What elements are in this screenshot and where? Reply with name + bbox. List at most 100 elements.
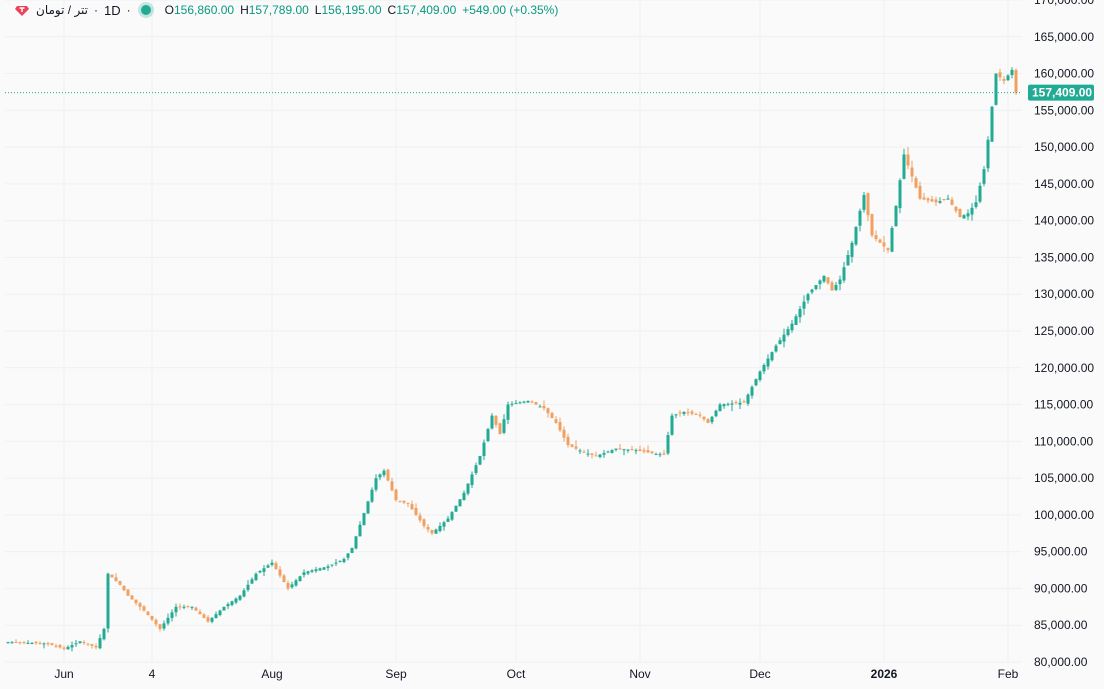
candle-up [258, 570, 262, 573]
candle-up [66, 646, 70, 650]
candle-down [418, 515, 422, 521]
candle-up [162, 623, 166, 629]
candle-up [470, 474, 474, 486]
candle-up [362, 513, 366, 526]
candle-up [514, 403, 518, 405]
candle-down [934, 199, 938, 203]
candle-up [434, 529, 438, 534]
candle-up [478, 456, 482, 465]
candle-up [838, 279, 842, 285]
candle-up [966, 213, 970, 217]
high-value: 157,789.00 [248, 3, 309, 17]
candle-down [430, 530, 434, 534]
candle-up [10, 642, 14, 644]
candle-up [854, 226, 858, 245]
candle-up [74, 643, 78, 645]
candle-down [178, 606, 182, 608]
candle-up [506, 404, 510, 420]
x-tick-label: Aug [261, 667, 282, 681]
candle-down [498, 423, 502, 434]
candle-up [746, 394, 750, 404]
candle-down [570, 444, 574, 447]
candle-up [730, 403, 734, 405]
candle-down [958, 208, 962, 217]
open-label: O [164, 3, 174, 17]
y-axis[interactable]: 80,000.00 85,000.00 90,000.00 95,000.00 100,… [1034, 0, 1094, 669]
x-tick-label: Nov [629, 667, 650, 681]
candle-up [246, 584, 250, 590]
candle-up [290, 584, 294, 588]
candle-up [322, 567, 326, 570]
candle-down [562, 429, 566, 438]
candle-down [274, 563, 278, 570]
x-axis[interactable]: Jun 4 Aug Sep Oct Nov Dec 2026 Feb [54, 667, 1018, 681]
candle-down [998, 72, 1002, 78]
ohlc-values: O156,860.00 H157,789.00 L156,195.00 C157… [165, 3, 559, 17]
candle-up [670, 415, 674, 435]
candle-down [130, 595, 134, 600]
candle-up [790, 323, 794, 331]
candle-up [222, 606, 226, 611]
candle-up [238, 595, 242, 600]
candle-up [598, 454, 602, 457]
candle-up [242, 590, 246, 597]
candle-down [922, 197, 926, 200]
candle-down [154, 619, 158, 625]
symbol-name[interactable]: تتر / تومان [36, 3, 89, 17]
candle-up [502, 419, 506, 433]
candle-up [758, 371, 762, 381]
candle-up [770, 352, 774, 361]
candle-down [638, 449, 642, 451]
candle-up [1006, 75, 1010, 81]
candle-down [14, 641, 18, 643]
candle-down [410, 504, 414, 510]
candle-up [614, 448, 618, 450]
candle-down [874, 235, 878, 240]
candle-up [894, 205, 898, 227]
candle-down [550, 413, 554, 419]
candle-up [970, 207, 974, 215]
candle-down [914, 178, 918, 188]
candle-up [510, 403, 514, 405]
candle-down [58, 645, 62, 648]
candle-up [682, 411, 686, 414]
interval-label[interactable]: 1D [104, 2, 121, 18]
candle-up [778, 340, 782, 345]
candle-down [918, 185, 922, 199]
candle-up [718, 404, 722, 412]
candles [6, 67, 1018, 652]
open-value: 156,860.00 [174, 3, 235, 17]
candle-down [926, 198, 930, 201]
candle-down [286, 582, 290, 589]
candle-up [626, 449, 630, 451]
candle-up [262, 568, 266, 572]
candle-down [698, 414, 702, 416]
candle-up [254, 573, 258, 581]
candle-up [330, 564, 334, 566]
candle-down [830, 282, 834, 291]
candle-down [278, 569, 282, 576]
candle-up [226, 604, 230, 607]
candle-down [886, 248, 890, 251]
candle-up [710, 416, 714, 423]
last-price-tag: 157,409.00 [1028, 84, 1094, 101]
separator-dot: · [126, 3, 131, 17]
candle-up [766, 358, 770, 367]
candle-up [722, 404, 726, 407]
candle-up [302, 572, 306, 576]
candle-up [990, 106, 994, 142]
candle-up [774, 345, 778, 352]
candle-up [978, 185, 982, 202]
candle-up [798, 308, 802, 318]
candle-down [50, 643, 54, 645]
market-status-icon[interactable] [140, 5, 151, 15]
candle-down [954, 206, 958, 211]
candle-down [694, 414, 698, 416]
candle-up [266, 565, 270, 568]
candle-up [962, 215, 966, 219]
candle-up [306, 571, 310, 574]
candle-up [802, 301, 806, 309]
candle-down [618, 448, 622, 450]
y-tick-label: 145,000.00 [1034, 177, 1094, 191]
